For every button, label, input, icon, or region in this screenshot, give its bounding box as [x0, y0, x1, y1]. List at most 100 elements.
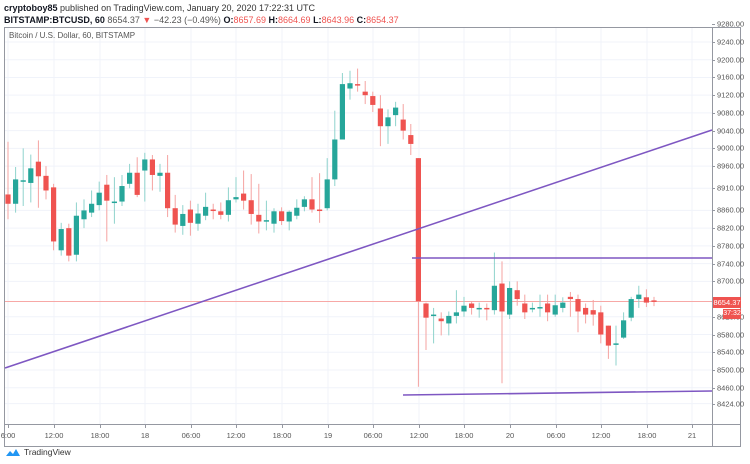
price-axis-border [712, 27, 713, 447]
open-label: O: [223, 15, 234, 25]
tradingview-cloud-icon [6, 448, 20, 456]
price-change: −42.23 (−0.49%) [153, 15, 221, 25]
price-tick [712, 24, 715, 26]
open-value: 8657.69 [233, 15, 266, 25]
candle-down [355, 84, 361, 86]
candle-up [431, 314, 437, 317]
price-tick [712, 148, 715, 150]
time-axis-border [4, 424, 741, 425]
price-label: 9080.00 [717, 108, 745, 118]
candle-up [195, 213, 201, 224]
candle-up [507, 287, 513, 315]
time-label: 18:00 [454, 431, 474, 440]
candle-down [149, 159, 155, 175]
symbol-legend: Bitcoin / U.S. Dollar, 60, BITSTAMP [9, 31, 136, 40]
candle-down [256, 214, 262, 222]
candle-up [552, 305, 558, 315]
price-label: 9000.00 [717, 143, 745, 153]
candle-down [218, 211, 224, 215]
price-tick [712, 387, 715, 389]
close-value: 8654.37 [366, 15, 399, 25]
price-tick [712, 112, 715, 114]
time-tick [54, 425, 55, 428]
time-tick [328, 425, 329, 428]
candle-up [13, 179, 19, 204]
candle-down [605, 325, 611, 346]
candle-down [35, 161, 41, 177]
price-tick [712, 228, 715, 230]
candle-down [423, 303, 429, 318]
candle-down [317, 209, 323, 212]
candle-up [225, 200, 231, 215]
price-label: 8424.00 [717, 399, 745, 409]
time-label: 12:00 [409, 431, 429, 440]
candle-down [643, 297, 649, 303]
price-label: 8460.00 [717, 383, 745, 393]
candle-down [241, 193, 247, 201]
bar-countdown-tag: 37:32 [723, 309, 741, 319]
time-tick [510, 425, 511, 428]
candle-down [590, 310, 596, 315]
close-label: C: [356, 15, 367, 25]
time-label: 12:00 [591, 431, 611, 440]
price-tick [712, 130, 715, 132]
candle-down [438, 318, 444, 322]
price-label: 8780.00 [717, 241, 745, 251]
candle-down [598, 312, 604, 335]
price-tick [712, 95, 715, 97]
candle-up [127, 172, 133, 184]
brand-name: TradingView [24, 447, 71, 457]
candle-down [408, 135, 414, 144]
time-tick [145, 425, 146, 428]
candle-up [111, 201, 117, 204]
candle-down [484, 307, 490, 310]
candle-up [393, 107, 399, 116]
time-tick [100, 425, 101, 428]
price-tick [712, 59, 715, 61]
candle-down [514, 290, 520, 300]
trendline-drawing [4, 129, 713, 369]
time-tick [8, 425, 9, 428]
candle-up [476, 307, 482, 310]
tradingview-logo[interactable]: TradingView [5, 447, 71, 457]
high-value: 8664.69 [278, 15, 311, 25]
time-label: 06:00 [363, 431, 383, 440]
author-name[interactable]: cryptoboy85 [4, 3, 58, 13]
candle-down [362, 91, 368, 96]
time-tick [601, 425, 602, 428]
price-tick [712, 369, 715, 371]
time-tick [236, 425, 237, 428]
candle-down [370, 96, 376, 105]
candle-up [20, 180, 26, 182]
last-price-tag: 8654.37 [713, 297, 741, 308]
time-tick [464, 425, 465, 428]
candle-up [119, 186, 125, 202]
candle-up [96, 192, 102, 206]
candle-down [279, 211, 285, 222]
candle-up [461, 305, 467, 312]
price-label: 8540.00 [717, 347, 745, 357]
price-tick [712, 352, 715, 354]
candle-down [583, 307, 589, 315]
horizontal-line-drawing [402, 390, 713, 396]
candle-up [73, 215, 79, 255]
low-label: L: [313, 15, 322, 25]
candle-down [567, 296, 573, 300]
time-label: 18:00 [90, 431, 110, 440]
price-tick [712, 263, 715, 265]
candle-up [613, 343, 619, 345]
candle-up [446, 315, 452, 324]
price-label: 8910.00 [717, 183, 745, 193]
price-label: 8580.00 [717, 330, 745, 339]
price-tick [712, 42, 715, 43]
time-label: 06:00 [181, 431, 201, 440]
candle-up [453, 312, 459, 316]
symbol-full: BITSTAMP:BTCUSD, 60 [4, 15, 105, 25]
price-label: 8860.00 [717, 205, 745, 215]
price-label: 8740.00 [717, 259, 745, 269]
price-tick [712, 316, 715, 318]
time-tick [191, 425, 192, 428]
time-label: 18:00 [637, 431, 657, 440]
time-label: 12:00 [226, 431, 246, 440]
